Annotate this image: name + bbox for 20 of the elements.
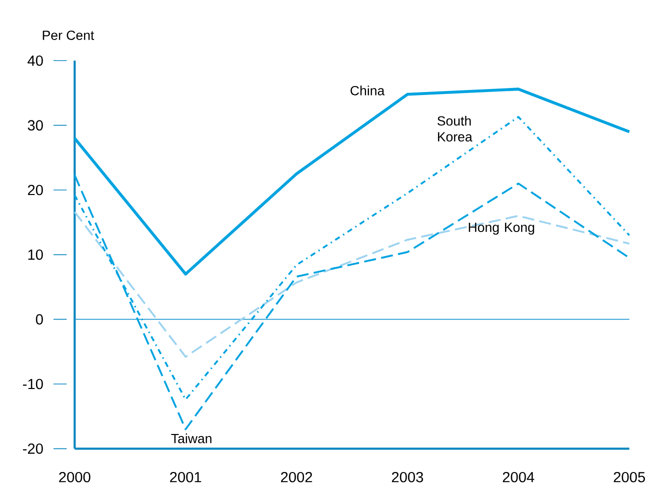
y-axis-title: Per Cent bbox=[42, 30, 94, 40]
x-tick-label: 2005 bbox=[614, 472, 645, 482]
x-tick-label: 2001 bbox=[170, 472, 202, 482]
x-tick-label: 2002 bbox=[281, 472, 312, 482]
series-label: China bbox=[350, 86, 385, 96]
x-tick-label: 2003 bbox=[392, 472, 424, 482]
y-tick-label: 0 bbox=[36, 314, 43, 325]
series-label: Taiwan bbox=[171, 434, 212, 444]
series-label: Hong Kong bbox=[468, 222, 534, 235]
line-series bbox=[74, 211, 630, 358]
y-tick-label: 40 bbox=[28, 56, 43, 66]
y-tick-label: -10 bbox=[23, 378, 43, 390]
x-tick-label: 2000 bbox=[59, 472, 90, 482]
line-series bbox=[73, 88, 631, 276]
x-tick-label: 2004 bbox=[502, 472, 534, 482]
y-tick-label: 20 bbox=[28, 184, 43, 196]
series-label: South Korea bbox=[438, 116, 472, 142]
y-tick-label: 10 bbox=[28, 250, 43, 260]
y-tick-label: -20 bbox=[23, 444, 43, 454]
y-tick-label: 30 bbox=[28, 120, 43, 131]
